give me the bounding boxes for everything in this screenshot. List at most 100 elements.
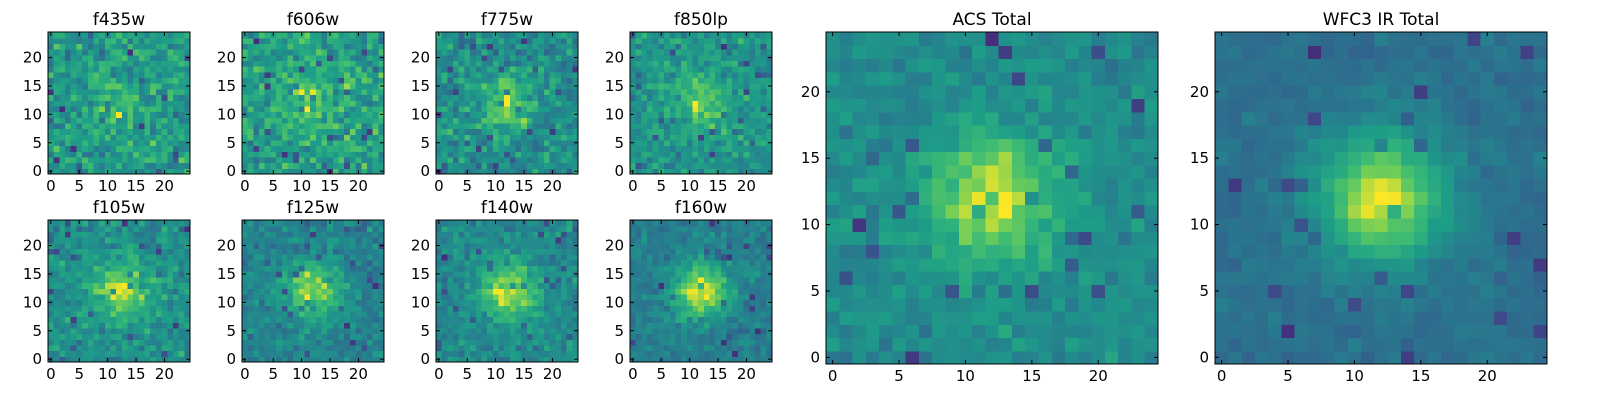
heatmap-cell bbox=[492, 100, 500, 107]
heatmap-cell bbox=[172, 77, 180, 84]
heatmap-cell bbox=[133, 37, 140, 44]
heatmap-cell bbox=[652, 145, 659, 152]
heatmap-cell bbox=[447, 225, 454, 232]
heatmap-cell bbox=[338, 43, 345, 50]
heatmap-cell bbox=[378, 344, 385, 352]
heatmap-cell bbox=[270, 350, 277, 357]
heatmap-cell bbox=[310, 242, 317, 249]
heatmap-cell bbox=[281, 350, 289, 357]
heatmap-cell bbox=[692, 139, 699, 147]
heatmap-cell bbox=[681, 71, 688, 79]
heatmap-cell bbox=[436, 49, 443, 56]
heatmap-cell bbox=[647, 316, 654, 323]
heatmap-cell bbox=[709, 339, 716, 346]
heatmap-cell bbox=[133, 259, 140, 267]
heatmap-cell bbox=[93, 333, 100, 340]
heatmap-cell bbox=[287, 339, 294, 346]
heatmap-cell bbox=[560, 220, 568, 227]
heatmap-cells bbox=[242, 32, 385, 175]
heatmap-cell bbox=[464, 117, 471, 124]
heatmap-cell bbox=[355, 248, 362, 255]
heatmap-cell bbox=[464, 265, 471, 272]
heatmap-cell bbox=[87, 316, 95, 323]
heatmap-cell bbox=[172, 111, 180, 118]
heatmap-cell bbox=[144, 288, 151, 295]
heatmap-cell bbox=[543, 83, 551, 90]
heatmap-cell bbox=[138, 168, 146, 175]
heatmap-cell bbox=[172, 305, 180, 312]
heatmap-cell bbox=[378, 43, 385, 50]
heatmap-cell bbox=[732, 94, 739, 101]
heatmap-cell bbox=[253, 271, 260, 278]
heatmap-cell bbox=[355, 139, 362, 147]
heatmap-cell bbox=[155, 271, 163, 278]
heatmap-cell bbox=[652, 37, 659, 44]
heatmap-cell bbox=[726, 37, 733, 44]
heatmap-cell bbox=[276, 94, 283, 101]
heatmap-cell bbox=[349, 32, 357, 39]
heatmap-cell bbox=[572, 288, 579, 295]
heatmap-cell bbox=[630, 333, 637, 340]
heatmap-cell bbox=[652, 156, 659, 164]
heatmap-cell bbox=[321, 248, 328, 255]
heatmap-cell bbox=[293, 71, 300, 79]
heatmap-cell bbox=[532, 237, 539, 244]
heatmap-cell bbox=[681, 60, 688, 67]
heatmap-cell bbox=[304, 310, 311, 318]
heatmap-cell bbox=[538, 156, 545, 164]
heatmap-cell bbox=[555, 94, 562, 101]
heatmap-cell bbox=[532, 282, 539, 289]
heatmap-cell bbox=[93, 220, 100, 227]
heatmap-cell bbox=[53, 37, 60, 44]
heatmap-cell bbox=[526, 134, 534, 141]
heatmap-cell bbox=[509, 83, 517, 90]
heatmap-cell bbox=[709, 322, 716, 329]
heatmap-cell bbox=[82, 145, 89, 152]
heatmap-cell bbox=[669, 339, 677, 346]
heatmap-cell bbox=[349, 94, 357, 101]
heatmap-cell bbox=[487, 66, 494, 73]
heatmap-cell bbox=[304, 88, 311, 96]
heatmap-cell bbox=[104, 350, 112, 357]
heatmap-cell bbox=[458, 344, 465, 352]
heatmap-cell bbox=[293, 299, 300, 306]
heatmap-cell bbox=[447, 248, 454, 255]
heatmap-cell bbox=[155, 151, 163, 158]
heatmap-cell bbox=[133, 248, 140, 255]
heatmap-cell bbox=[566, 88, 573, 96]
heatmap-cell bbox=[521, 248, 528, 255]
heatmap-cell bbox=[549, 151, 556, 158]
heatmap-cell bbox=[110, 299, 117, 306]
heatmap-cell bbox=[470, 259, 477, 267]
heatmap-cell bbox=[366, 111, 374, 118]
heatmap-cell bbox=[310, 327, 317, 335]
heatmap-cell bbox=[264, 288, 271, 295]
heatmap-cell bbox=[526, 54, 534, 61]
heatmap-cell bbox=[760, 151, 767, 158]
heatmap-cell bbox=[504, 88, 511, 96]
heatmap-cell bbox=[737, 105, 745, 113]
heatmap-cell bbox=[760, 276, 767, 284]
heatmap-cell bbox=[99, 134, 106, 141]
heatmap-cell bbox=[315, 168, 323, 175]
heatmap-cell bbox=[543, 122, 551, 130]
heatmap-cell bbox=[715, 117, 722, 124]
heatmap-cell bbox=[538, 162, 545, 169]
heatmap-cell bbox=[681, 162, 688, 169]
heatmap-cell bbox=[167, 293, 174, 301]
heatmap-cell bbox=[298, 49, 306, 56]
heatmap-cell bbox=[253, 231, 260, 238]
heatmap-cell bbox=[321, 356, 328, 363]
heatmap-cell bbox=[366, 288, 374, 295]
heatmap-cell bbox=[532, 350, 539, 357]
heatmap-cell bbox=[276, 60, 283, 67]
heatmap-cell bbox=[167, 242, 174, 249]
heatmap-cell bbox=[681, 293, 688, 301]
heatmap-cell bbox=[287, 168, 294, 175]
heatmap-cell bbox=[155, 77, 163, 84]
heatmap-cell bbox=[53, 94, 60, 101]
heatmap-cell bbox=[264, 276, 271, 284]
heatmap-cell bbox=[378, 322, 385, 329]
heatmap-cell bbox=[692, 83, 699, 90]
heatmap-cell bbox=[344, 254, 351, 261]
